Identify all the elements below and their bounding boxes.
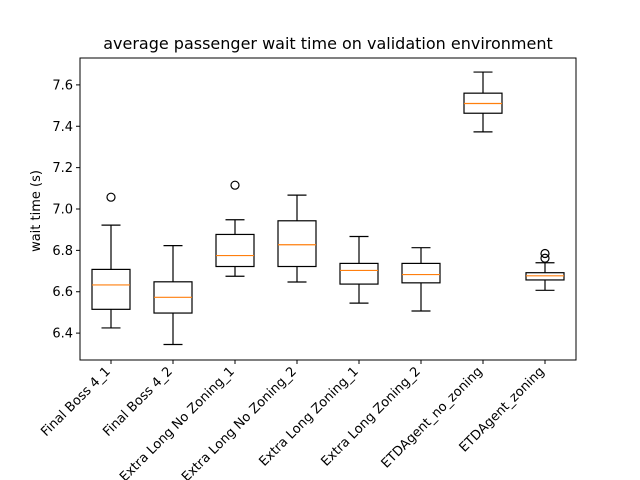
box <box>401 262 441 284</box>
outlier-point <box>540 248 550 259</box>
y-tick-label: 6.8 <box>52 244 73 259</box>
box <box>91 268 131 310</box>
x-tick-label: Extra Long No Zoning_1 <box>117 364 238 480</box>
plot-marks <box>91 71 565 346</box>
x-tick-label: Extra Long No Zoning_2 <box>179 364 300 480</box>
y-axis-label: wait time (s) <box>29 170 44 252</box>
box-group <box>91 192 131 329</box>
box-group <box>153 245 193 346</box>
y-tick-label: 7.6 <box>52 78 73 93</box>
box-group <box>401 247 441 312</box>
chart-title: average passenger wait time on validatio… <box>103 34 553 53</box>
box <box>277 220 317 268</box>
y-tick-label: 7.2 <box>52 161 73 176</box>
y-tick-label: 6.4 <box>52 327 73 342</box>
x-tick-label: ETDAgent_no_zoning <box>379 364 486 471</box>
box-group <box>525 248 565 291</box>
y-tick-label: 7.0 <box>52 203 73 218</box>
y-tick-label: 7.4 <box>52 120 73 135</box>
outlier-point <box>106 192 116 202</box>
box <box>339 262 379 285</box>
outlier-point <box>540 253 550 263</box>
box-group <box>339 235 379 304</box>
y-tick-label: 6.6 <box>52 285 73 300</box>
box <box>215 233 255 268</box>
box-group <box>215 180 255 277</box>
outlier-point <box>230 180 240 190</box>
box-group <box>277 194 317 283</box>
box-group <box>463 71 503 133</box>
